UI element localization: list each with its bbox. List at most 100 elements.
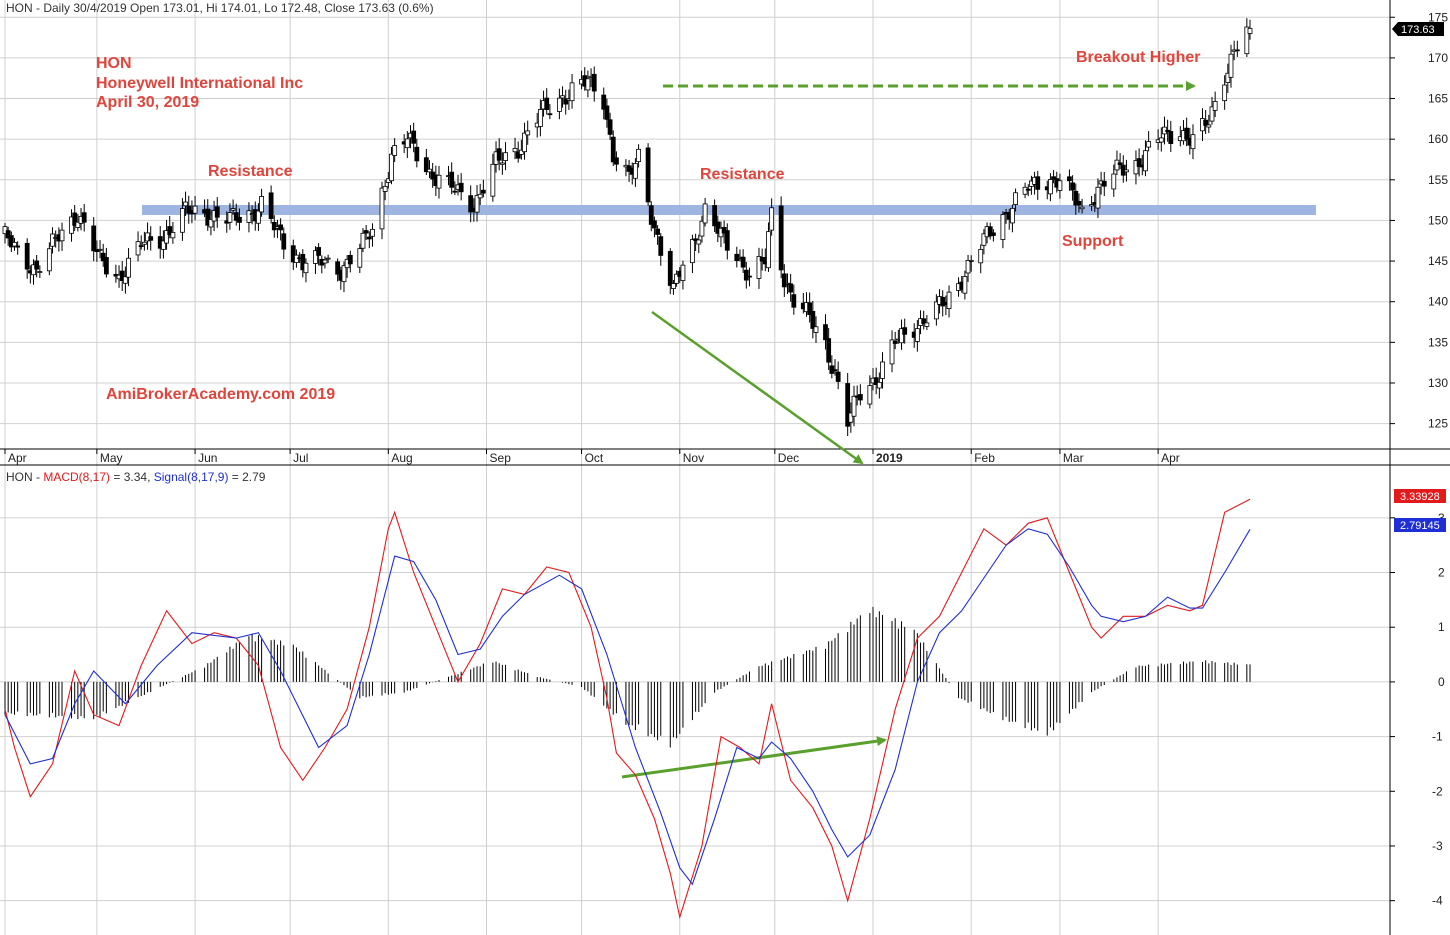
candle-body	[990, 232, 996, 236]
candle-body	[933, 301, 939, 320]
candle-body	[614, 157, 619, 165]
candle-body	[474, 195, 480, 213]
candle-body	[1079, 206, 1085, 210]
candle-body	[832, 369, 838, 372]
candle-body	[31, 264, 36, 276]
candle-body	[569, 82, 575, 102]
candle-body	[183, 201, 188, 207]
candle-body	[1057, 180, 1063, 191]
candle-body	[1212, 101, 1218, 111]
candle-body	[1070, 182, 1075, 191]
macd-tick-label: 0	[1438, 675, 1445, 689]
price-tick-label: 130	[1428, 376, 1448, 390]
candle-body	[59, 229, 65, 242]
candle-body	[902, 327, 908, 335]
candle-body	[148, 236, 154, 241]
candle-body	[100, 252, 106, 262]
price-tick-label: 135	[1428, 335, 1448, 349]
candle-body	[965, 260, 971, 274]
candle-body	[876, 381, 882, 389]
candle-body	[560, 95, 565, 99]
candle-body	[379, 187, 385, 230]
candle-body	[180, 208, 185, 233]
price-tick-label: 170	[1428, 51, 1448, 65]
candle-body	[807, 302, 813, 316]
candle-body	[480, 189, 486, 194]
candle-body	[1025, 188, 1031, 191]
candle-body	[1165, 129, 1171, 133]
candle-body	[1010, 207, 1015, 224]
candle-body	[715, 221, 721, 234]
candle-body	[1244, 26, 1250, 55]
candle-body	[1206, 124, 1212, 128]
month-label: Aug	[391, 451, 412, 465]
candle-body	[205, 208, 211, 226]
macd-tick-label: -4	[1432, 894, 1443, 908]
candle-body	[192, 205, 198, 214]
candle-body	[781, 273, 787, 288]
candle-body	[610, 136, 616, 163]
candle-body	[414, 146, 420, 162]
candle-body	[141, 241, 147, 245]
month-label: Jun	[198, 451, 217, 465]
candle-body	[667, 251, 673, 286]
price-tick-label: 150	[1428, 213, 1448, 227]
candle-body	[702, 203, 708, 224]
candle-body	[563, 98, 569, 105]
breakout-annotation: Breakout Higher	[1076, 49, 1200, 66]
candle-body	[585, 78, 591, 91]
candle-body	[1073, 190, 1079, 206]
month-label: Dec	[778, 451, 799, 465]
signal-header-value: = 2.79	[228, 470, 265, 484]
candle-body	[300, 253, 306, 271]
month-label: May	[100, 451, 123, 465]
candle-body	[724, 230, 730, 251]
x-axis: Apr May Jun Jul Aug Sep Oct Nov Dec 2019 Feb Mar Apr	[4, 449, 1180, 465]
candle-body	[170, 232, 176, 239]
candle-body	[544, 97, 550, 111]
candle-body	[1158, 137, 1164, 143]
month-label: Apr	[8, 451, 27, 465]
candle-body	[138, 245, 144, 248]
candle-body	[135, 241, 141, 256]
signal-last-tag: 2.79145	[1394, 518, 1446, 532]
candle-body	[1247, 27, 1253, 34]
candle-body	[91, 225, 97, 252]
macd-tick-label: -2	[1432, 784, 1443, 798]
symbol-annotation: HON	[96, 55, 132, 72]
candle-body	[914, 328, 920, 342]
price-tick-label: 155	[1428, 173, 1448, 187]
price-tick-label: 165	[1428, 92, 1448, 106]
candle-body	[2, 226, 8, 235]
last-price-tag: 173.63	[1392, 22, 1444, 36]
candle-body	[370, 228, 375, 237]
candle-body	[648, 205, 654, 225]
candle-body	[537, 109, 543, 127]
candle-body	[522, 132, 527, 153]
candle-body	[24, 242, 30, 270]
candle-body	[1013, 192, 1018, 205]
candle-body	[1124, 169, 1129, 173]
macd-tick-label: 2	[1438, 566, 1445, 580]
candle-body	[946, 291, 952, 309]
candle-body	[259, 196, 265, 213]
candle-body	[208, 219, 214, 228]
candle-body	[1146, 141, 1152, 148]
candle-body	[633, 163, 638, 179]
candle-body	[477, 193, 483, 199]
candle-body	[892, 340, 898, 344]
candle-body	[103, 257, 109, 275]
candle-body	[499, 162, 505, 165]
candle-body	[791, 294, 797, 308]
candle-body	[873, 377, 879, 386]
last-price-value: 173.63	[1401, 24, 1435, 36]
candle-body	[268, 192, 274, 219]
candle-body	[766, 231, 771, 269]
candle-body	[525, 130, 531, 136]
candle-body	[1051, 176, 1056, 180]
candle-body	[389, 153, 394, 182]
candle-body	[699, 220, 705, 237]
candle-body	[987, 226, 993, 237]
month-label: Feb	[974, 451, 995, 465]
candle-body	[436, 174, 442, 189]
